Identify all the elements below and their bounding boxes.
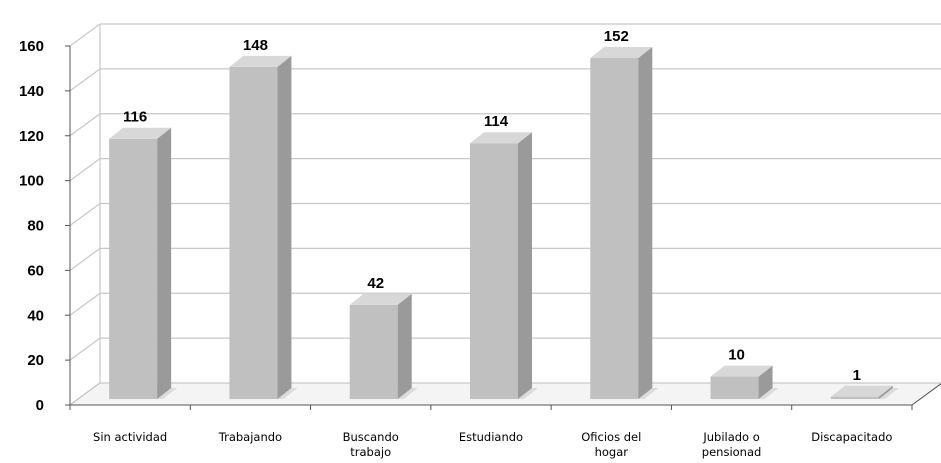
x-tick-label: Discapacitado	[811, 430, 892, 444]
data-label: 148	[243, 37, 268, 54]
bar	[470, 132, 538, 399]
bar-front	[349, 304, 398, 399]
y-tick-label: 140	[19, 83, 44, 100]
x-tick-label: Trabajando	[218, 430, 282, 444]
bar-side	[397, 293, 412, 399]
data-label: 152	[604, 28, 629, 45]
bar	[710, 365, 779, 399]
y-tick-label: 160	[19, 38, 44, 55]
gridline	[69, 247, 101, 271]
y-tick-label: 60	[27, 262, 44, 279]
bar-top	[830, 385, 893, 397]
bar-side	[638, 46, 653, 399]
bar-side	[277, 55, 292, 400]
bar-top	[470, 132, 532, 144]
bar-side	[518, 132, 532, 399]
gridline	[69, 337, 101, 361]
x-tick-label: Sin actividad	[93, 430, 167, 444]
bar-top	[349, 293, 412, 305]
bar-front	[830, 396, 879, 399]
bar-top	[590, 46, 653, 58]
data-label: 116	[123, 109, 147, 126]
bar-front	[109, 138, 158, 399]
gridline	[69, 292, 101, 316]
x-tick-label: Buscando trabajo	[343, 430, 399, 459]
bar-top	[229, 55, 292, 67]
bar	[349, 293, 418, 399]
gridline	[69, 113, 101, 137]
y-tick-label: 0	[36, 397, 44, 414]
bar	[830, 385, 899, 399]
data-label: 1	[853, 367, 861, 384]
data-label: 114	[484, 113, 509, 130]
bar	[590, 46, 659, 399]
y-tick-label: 20	[27, 352, 44, 369]
data-label: 42	[367, 275, 384, 292]
y-axis-tick-labels: 0 20 40 60 80 100 120 140 160	[19, 38, 44, 414]
x-axis-end	[911, 383, 941, 406]
bar-side	[758, 365, 773, 399]
bar-front	[470, 143, 518, 399]
bar-side	[878, 385, 893, 399]
y-tick-label: 40	[27, 307, 44, 324]
y-tick-label: 120	[19, 128, 44, 145]
gridline	[69, 23, 101, 47]
gridline	[69, 68, 101, 92]
bar-front	[229, 66, 278, 400]
bar-top	[109, 127, 172, 139]
x-tick-label: Estudiando	[459, 430, 523, 444]
bar	[109, 127, 178, 399]
x-tick-label: Jubilado o pensionad	[702, 430, 762, 459]
gridline	[69, 203, 101, 226]
x-tick-label: Oficios del hogar	[581, 430, 641, 459]
y-tick-label: 100	[19, 173, 44, 190]
bar-front	[590, 57, 639, 399]
bar-side	[157, 127, 172, 399]
bar-top	[710, 365, 773, 377]
bar-front	[710, 376, 759, 399]
bars	[109, 46, 899, 400]
gridline	[69, 158, 101, 182]
x-axis-tick-labels: Sin actividad Trabajando Buscando trabajo Es…	[93, 430, 892, 459]
data-labels: 116 148 42 114 152 10 1	[123, 28, 861, 384]
bar	[229, 55, 298, 400]
data-label: 10	[728, 347, 745, 364]
y-tick-label: 80	[27, 218, 44, 235]
